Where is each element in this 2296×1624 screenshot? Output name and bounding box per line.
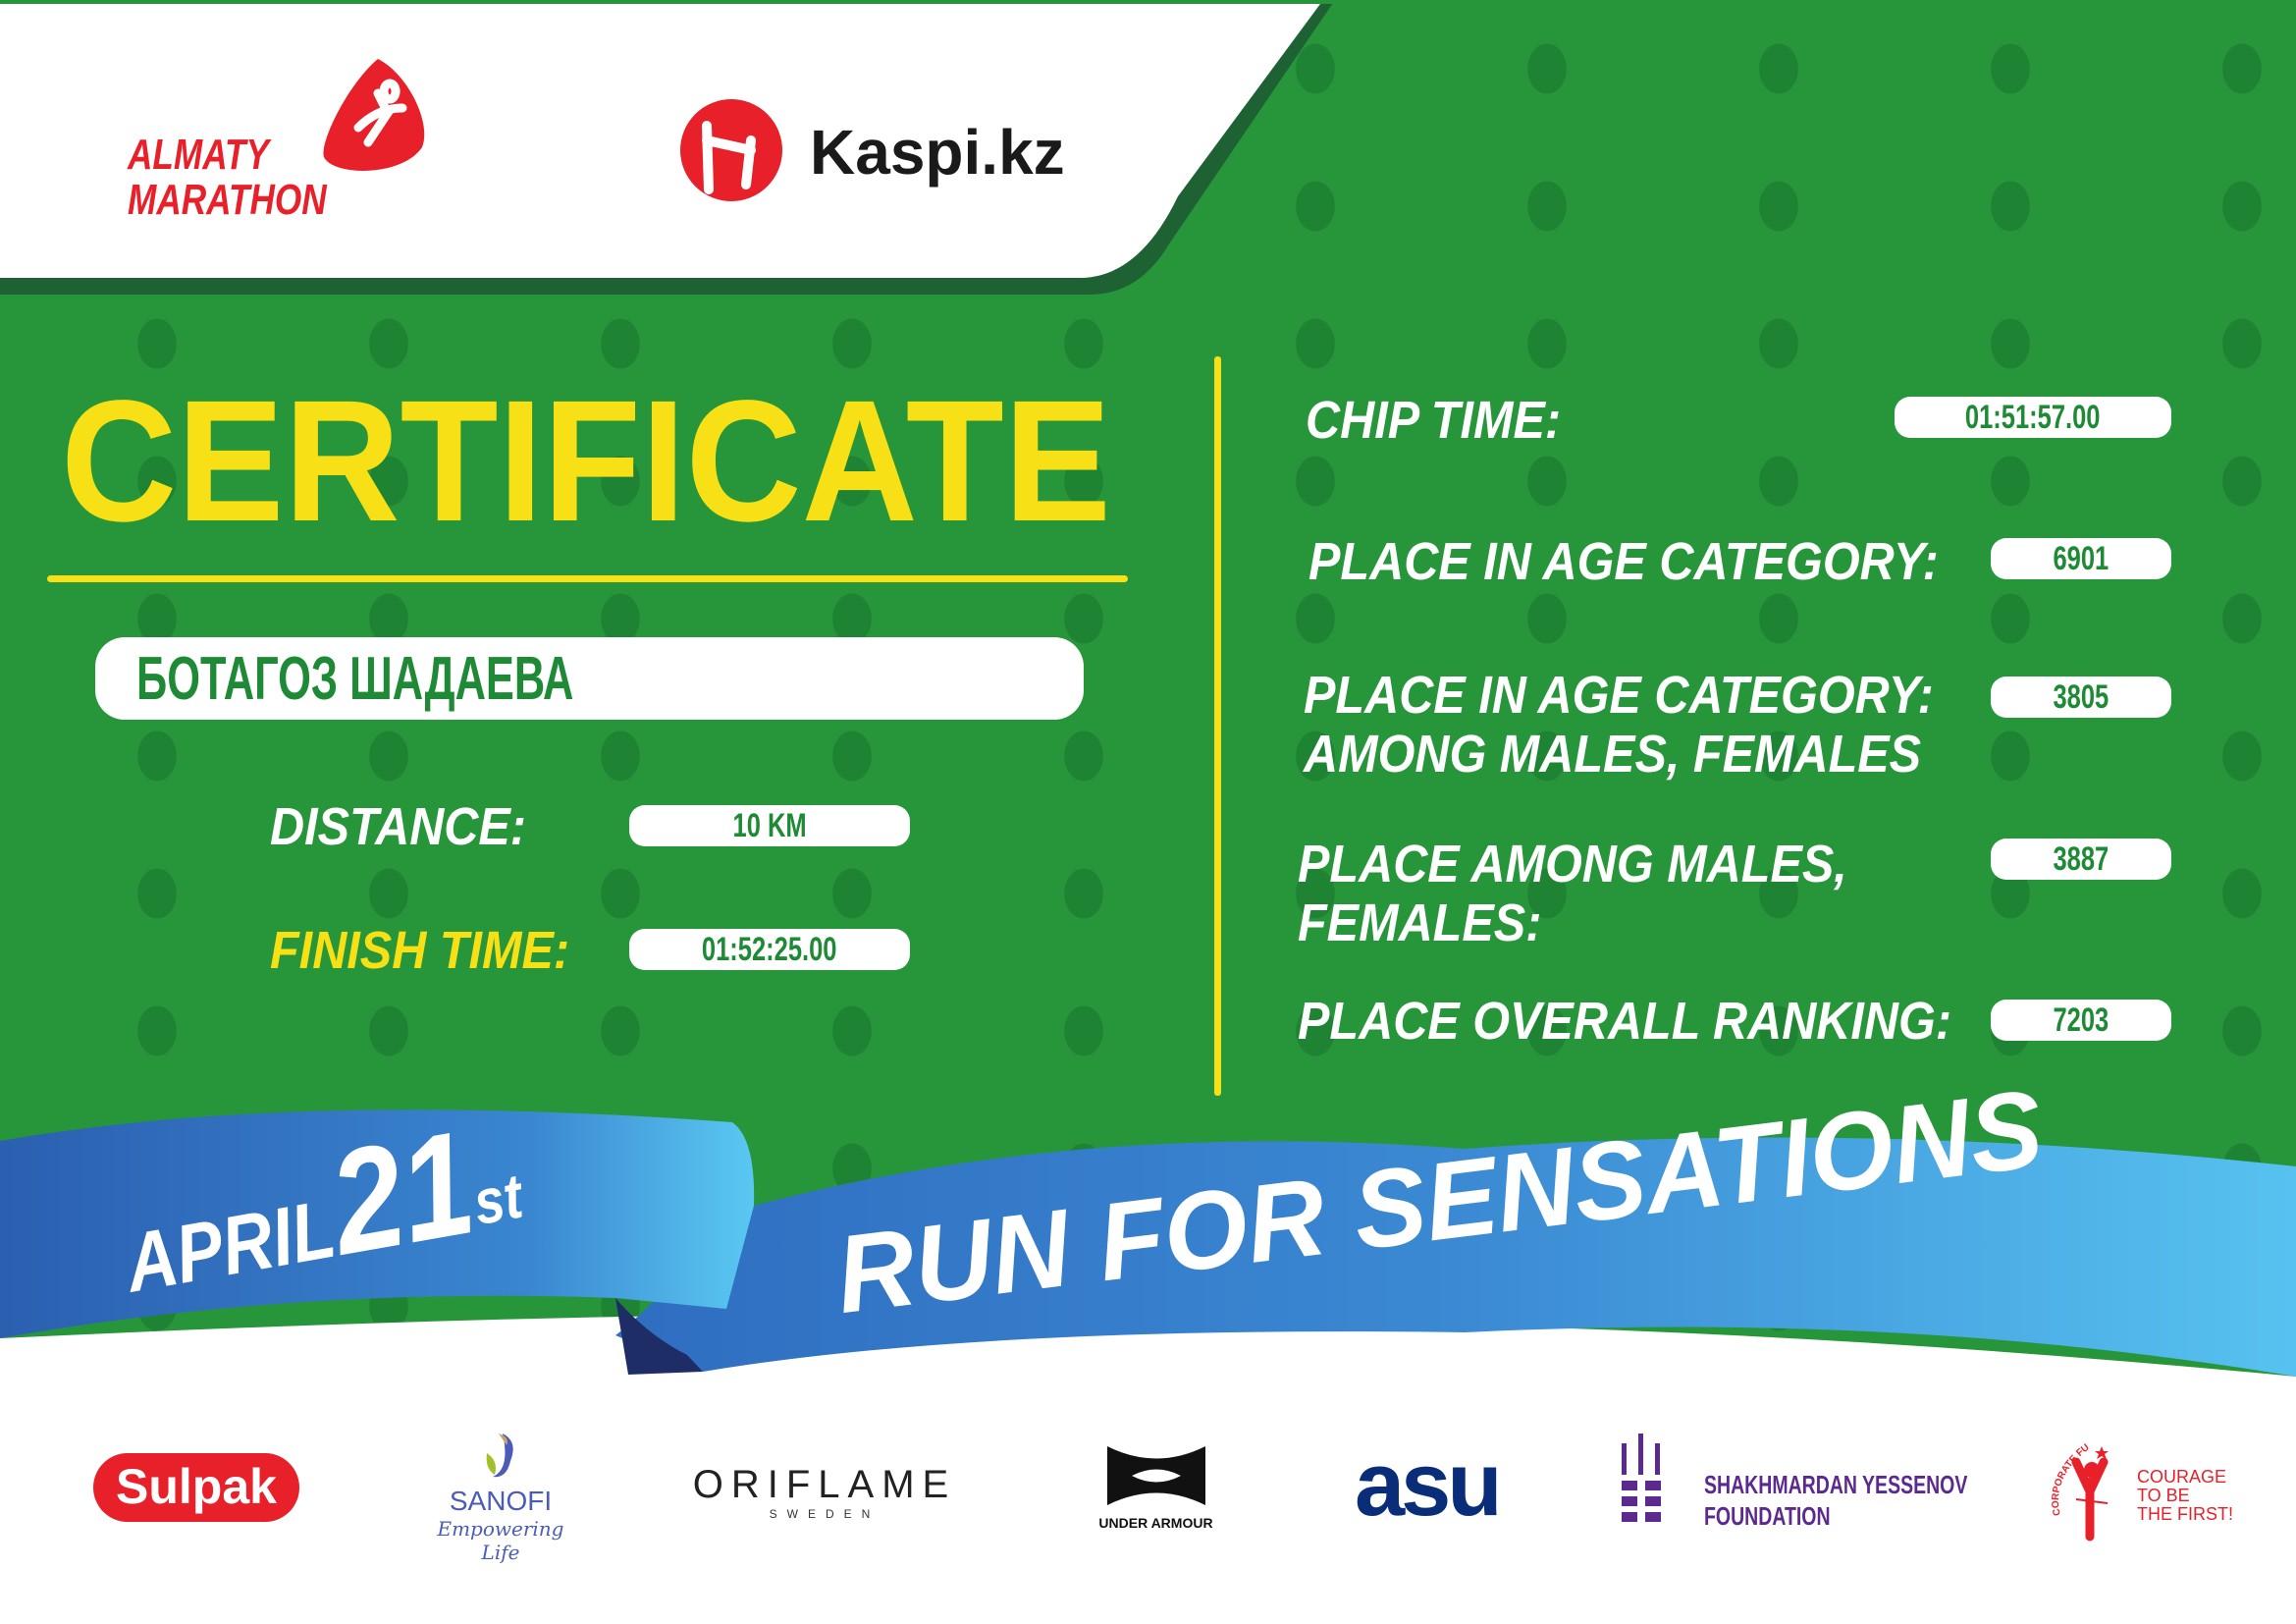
sanofi-logo: SANOFI Empowering Life [417,1432,584,1564]
overall-ranking-label: PLACE OVERALL RANKING: [1298,992,1952,1051]
age-category-gender-place-value: 3805 [1991,677,2171,718]
date-month: APRIL [118,1181,343,1310]
sulpak-logo: Sulpak [93,1453,299,1522]
sanofi-leaf-icon [486,1434,513,1478]
courage-fund-wordmark: COURAGE TO BE THE FIRST! [2137,1467,2233,1524]
yessenov-wordmark: SHAKHMARDAN YESSENOV FOUNDATION [1704,1470,1968,1531]
kaspi-logo: Kaspi.kz [677,96,1070,204]
oriflame-wordmark: ORIFLAME [692,1463,957,1506]
courage-runner-icon: CORPORATE FUND [2047,1438,2109,1542]
kaspi-people-icon [680,99,782,201]
finish-time-value: 01:52:25.00 [629,929,910,970]
sanofi-tagline: Empowering Life [437,1517,564,1564]
under-armour-logo: UNDER ARMOUR [1075,1441,1237,1531]
title-underline [47,575,1128,582]
age-category-gender-place-label: PLACE IN AGE CATEGORY: AMONG MALES, FEMAL… [1304,666,1934,784]
distance-value: 10 KM [629,805,910,846]
certificate-title: CERTIFICATE [61,365,1111,558]
distance-label: DISTANCE: [270,797,526,856]
chip-time-label: CHIP TIME: [1306,391,1562,450]
date-day: 21 [319,1099,485,1286]
sanofi-wordmark: SANOFI [449,1486,553,1516]
overall-ranking-value: 7203 [1991,1000,2171,1041]
almaty-marathon-wordmark: ALMATY MARATHON [128,131,327,224]
age-category-place-label: PLACE IN AGE CATEGORY: [1308,532,1939,591]
divider-line [1214,356,1221,1096]
age-category-place-value: 6901 [1991,538,2171,579]
chip-time-value: 01:51:57.00 [1895,397,2171,438]
name-field: БОТАГОЗ ШАДАЕВА [95,637,1084,720]
kaspi-wordmark: Kaspi.kz [810,117,1065,188]
under-armour-icon [1106,1446,1205,1505]
oriflame-logo: ORIFLAME SWEDEN [692,1463,957,1521]
under-armour-wordmark: UNDER ARMOUR [1098,1515,1213,1531]
yessenov-bars-icon [1622,1434,1661,1522]
finish-time-label: FINISH TIME: [270,921,570,980]
header-panel [0,0,2296,295]
gender-place-value: 3887 [1991,839,2171,880]
asu-logo: asu [1355,1435,1503,1535]
runner-drop-icon [323,59,425,171]
oriflame-sub: SWEDEN [769,1507,881,1521]
gender-place-label: PLACE AMONG MALES, FEMALES: [1298,835,1847,952]
almaty-marathon-logo: ALMATY MARATHON [128,54,461,231]
yessenov-foundation-logo: SHAKHMARDAN YESSENOV FOUNDATION [1620,1434,1973,1531]
participant-name: БОТАГОЗ ШАДАЕВА [136,645,574,713]
